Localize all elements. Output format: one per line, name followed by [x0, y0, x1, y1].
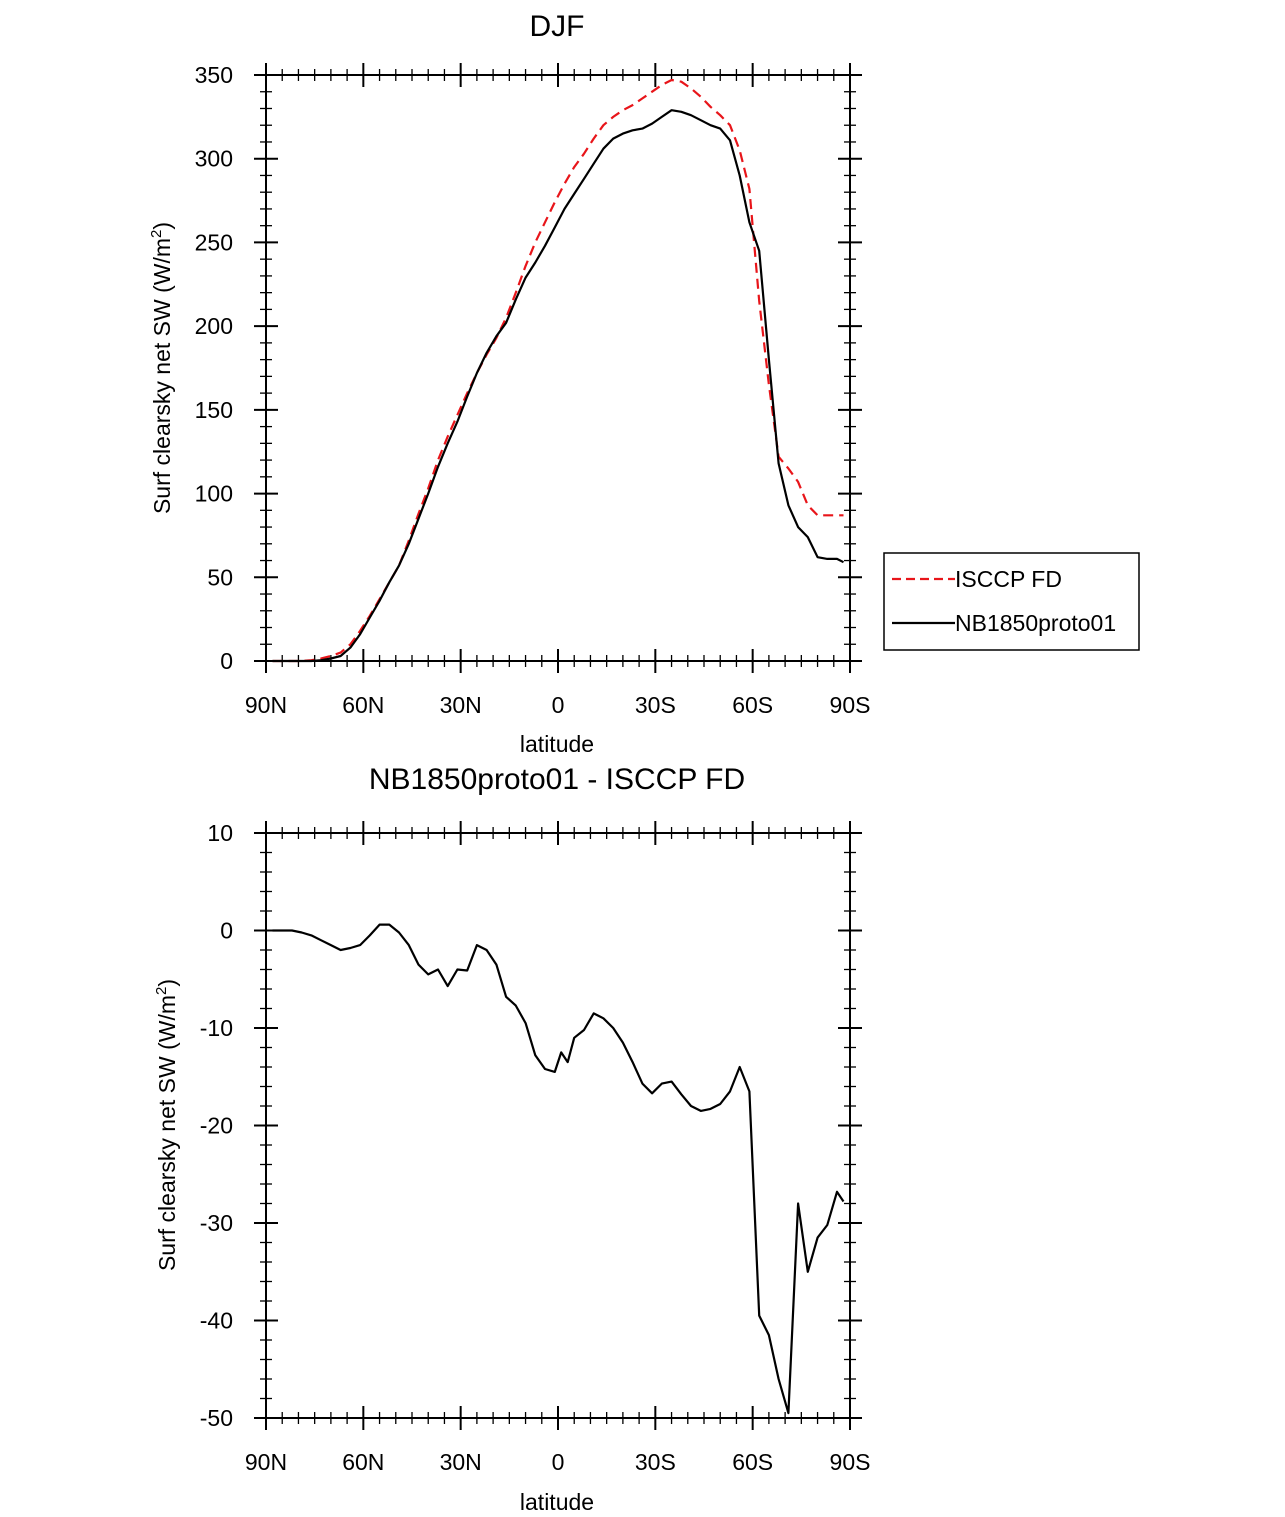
djf-y-tick-label: 250	[195, 229, 233, 255]
difference-y-tick-label: -50	[200, 1405, 233, 1431]
djf-tick-labels: 90N 60N 30N 0 30S 60S 90S 0 50 100 150 200 250 300 350	[195, 62, 871, 718]
difference-x-tick-label: 60S	[732, 1449, 773, 1475]
djf-title: DJF	[530, 10, 585, 43]
djf-y-axis-label-main: Surf clearsky net SW (W/m	[149, 238, 175, 514]
difference-plot-frame	[265, 832, 851, 1419]
djf-x-tick-label: 60N	[342, 692, 384, 718]
difference-x-axis-label: latitude	[520, 1489, 594, 1515]
djf-x-tick-label: 30S	[635, 692, 676, 718]
difference-series	[272, 923, 845, 1415]
djf-y-tick-label: 0	[220, 648, 233, 674]
difference-y-tick-label: 10	[207, 820, 233, 846]
djf-x-tick-label: 0	[552, 692, 565, 718]
legend-label-isccp: ISCCP FD	[955, 566, 1062, 592]
difference-y-tick-label: -30	[200, 1210, 233, 1236]
djf-panel: DJF 90N 60N 30N 0 30S 60S 90S 0 50 100 150 200 250 30…	[148, 10, 1140, 757]
djf-y-tick-label: 50	[207, 564, 233, 590]
djf-y-tick-label: 300	[195, 146, 233, 172]
difference-x-tick-label: 30N	[440, 1449, 482, 1475]
legend-box	[883, 552, 1140, 651]
djf-series-line-nb1850proto01	[272, 109, 844, 663]
difference-panel: NB1850proto01 - ISCCP FD 90N 60N 30N 0 30S 60…	[153, 763, 870, 1515]
djf-x-axis-label: latitude	[520, 731, 594, 757]
difference-title: NB1850proto01 - ISCCP FD	[369, 763, 745, 796]
djf-series	[272, 78, 844, 663]
difference-y-axis-label-superscript: 2	[153, 987, 170, 995]
legend: ISCCP FD NB1850proto01	[883, 552, 1140, 651]
djf-y-axis-label-close: )	[149, 222, 175, 230]
difference-x-tick-label: 60N	[342, 1449, 384, 1475]
difference-series-line-nb1850proto01-isccp-fd	[272, 923, 845, 1415]
djf-y-tick-label: 350	[195, 62, 233, 88]
legend-label-model: NB1850proto01	[955, 610, 1116, 636]
difference-tick-labels: 90N 60N 30N 0 30S 60S 90S -50 -40 -30 -20 -10 0 10	[200, 820, 871, 1475]
djf-y-tick-label: 150	[195, 397, 233, 423]
difference-y-axis-label-main: Surf clearsky net SW (W/m	[154, 995, 180, 1271]
difference-y-tick-label: -40	[200, 1308, 233, 1334]
djf-x-tick-label: 30N	[440, 692, 482, 718]
difference-x-tick-label: 0	[552, 1449, 565, 1475]
djf-y-axis-label: Surf clearsky net SW (W/m2)	[148, 222, 175, 514]
djf-ticks	[254, 63, 862, 673]
djf-y-axis-label-superscript: 2	[148, 230, 165, 238]
djf-x-tick-label: 90S	[830, 692, 871, 718]
djf-series-line-isccp-fd	[272, 78, 844, 663]
djf-y-tick-label: 200	[195, 313, 233, 339]
difference-y-axis-label: Surf clearsky net SW (W/m2)	[153, 979, 180, 1271]
djf-plot-frame	[265, 74, 851, 662]
djf-x-tick-label: 60S	[732, 692, 773, 718]
djf-y-tick-label: 100	[195, 481, 233, 507]
difference-x-tick-label: 90N	[245, 1449, 287, 1475]
difference-y-tick-label: -10	[200, 1015, 233, 1041]
difference-y-axis-label-close: )	[154, 979, 180, 987]
difference-x-tick-label: 30S	[635, 1449, 676, 1475]
difference-y-tick-label: 0	[220, 918, 233, 944]
djf-x-tick-label: 90N	[245, 692, 287, 718]
difference-y-tick-label: -20	[200, 1113, 233, 1139]
difference-x-tick-label: 90S	[830, 1449, 871, 1475]
